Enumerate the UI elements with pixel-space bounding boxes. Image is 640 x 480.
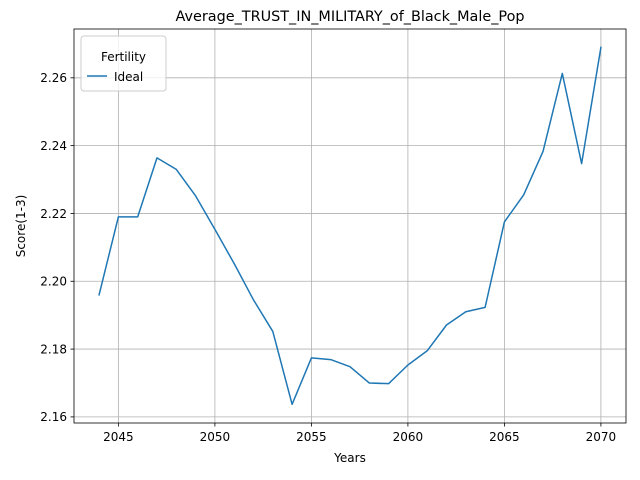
legend-box xyxy=(80,35,167,92)
x-tick-label: 2050 xyxy=(200,430,231,444)
y-axis-label: Score(1-3) xyxy=(14,195,28,258)
series-layer xyxy=(98,46,602,406)
y-tick-label: 2.26 xyxy=(40,71,67,85)
x-tick-label: 2055 xyxy=(296,430,327,444)
y-gridlines xyxy=(74,77,626,418)
chart-title: Average_TRUST_IN_MILITARY_of_Black_Male_… xyxy=(175,9,524,25)
y-axis-ticks: 2.16 2.18 2.20 2.22 2.24 2.26 xyxy=(40,71,74,424)
series-line-ideal xyxy=(98,46,602,406)
x-tick-label: 2065 xyxy=(489,430,520,444)
x-tick-label: 2060 xyxy=(393,430,424,444)
y-tick-label: 2.18 xyxy=(40,342,67,356)
x-tick-label: 2045 xyxy=(103,430,134,444)
x-tick-label: 2070 xyxy=(586,430,617,444)
legend-label-ideal: Ideal xyxy=(114,70,143,84)
y-tick-label: 2.24 xyxy=(40,139,67,153)
y-tick-label: 2.22 xyxy=(40,207,67,221)
legend-title: Fertility xyxy=(101,50,146,64)
x-axis-label: Years xyxy=(333,451,366,465)
y-tick-label: 2.16 xyxy=(40,410,67,424)
plot-area xyxy=(74,29,626,423)
y-tick-label: 2.20 xyxy=(40,275,67,289)
plot-frame xyxy=(73,28,627,424)
legend: Fertility Ideal xyxy=(80,35,167,92)
x-axis-ticks: 2045 2050 2055 2060 2065 2070 xyxy=(103,423,616,444)
